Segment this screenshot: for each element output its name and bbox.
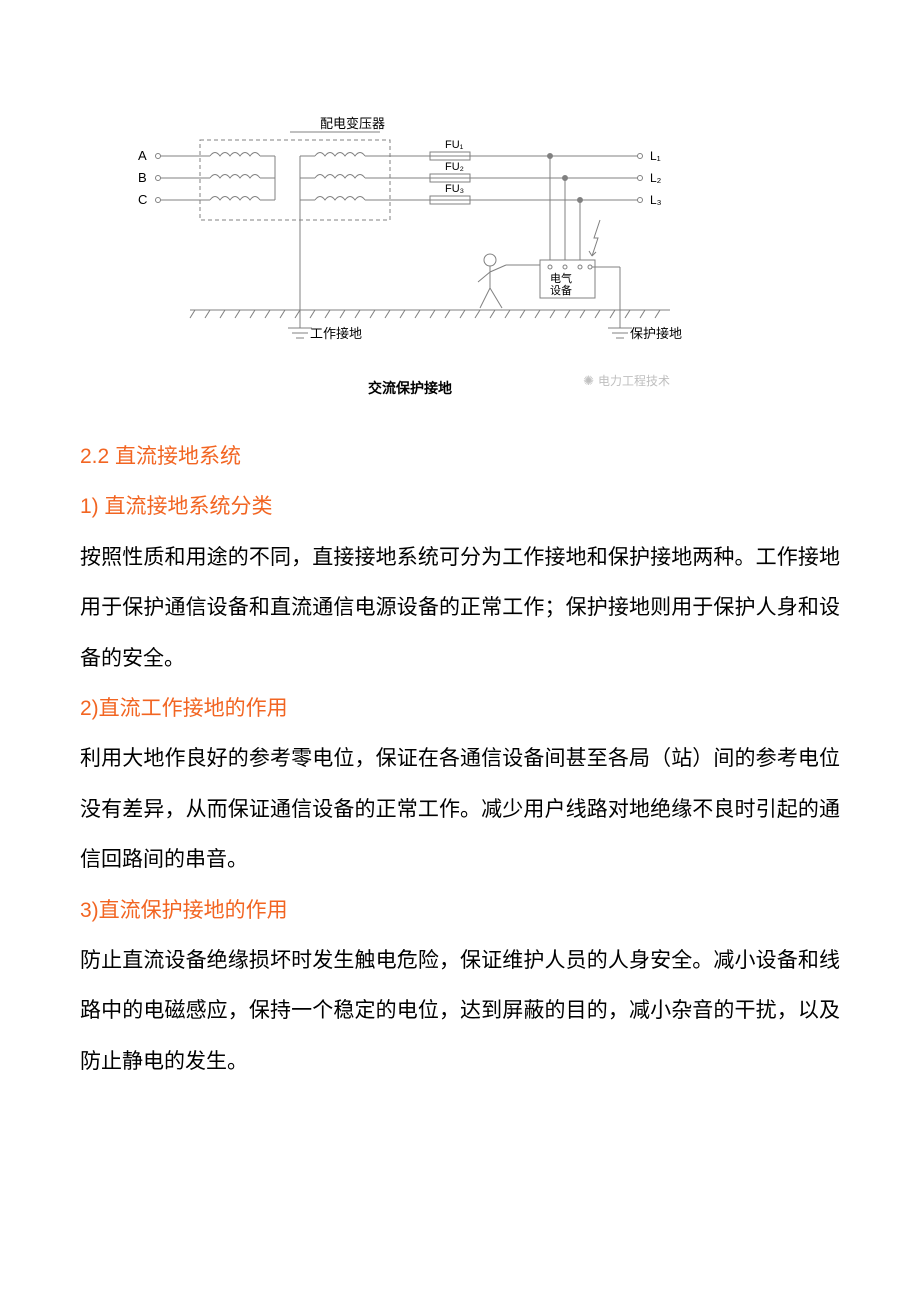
wechat-icon: ✺ [583,373,594,389]
circuit-svg: 配电变压器 A B C [130,110,690,370]
diagram-caption-row: 交流保护接地 ✺ 电力工程技术 [130,378,690,402]
fuse-1-label: FU₁ [445,139,464,151]
terminal-c-label: C [138,192,147,207]
terminal-l2-label: L₂ [650,171,662,185]
circuit-diagram: 配电变压器 A B C [130,110,690,402]
document-page: 配电变压器 A B C [0,0,920,1167]
subsection-3-body: 防止直流设备绝缘损坏时发生触电危险，保证维护人员的人身安全。减小设备和线路中的电… [80,936,840,1087]
person-icon [478,254,540,308]
device-box-line1: 电气 [550,271,572,285]
terminal-b-label: B [138,170,147,185]
terminal-a-label: A [138,148,147,163]
terminal-l1-label: L₁ [650,149,661,163]
watermark: ✺ 电力工程技术 [583,372,670,389]
subsection-1-body: 按照性质和用途的不同，直接接地系统可分为工作接地和保护接地两种。工作接地用于保护… [80,533,840,684]
transformer-title: 配电变压器 [320,116,385,131]
fuse-3-label: FU₃ [445,183,464,195]
subsection-2-heading: 2)直流工作接地的作用 [80,684,840,734]
protective-earth-label: 保护接地 [630,326,682,341]
subsection-2-body: 利用大地作良好的参考零电位，保证在各通信设备间甚至各局（站）间的参考电位没有差异… [80,734,840,885]
protective-earth-icon [608,310,632,338]
working-earth-label: 工作接地 [310,326,362,341]
section-2-2-heading: 2.2 直流接地系统 [80,432,840,482]
fuse-2-label: FU₂ [445,161,464,173]
watermark-text: 电力工程技术 [598,372,670,389]
working-earth-icon [288,310,312,338]
device-box-line2: 设备 [550,283,572,297]
terminal-l3-label: L₃ [650,193,662,207]
diagram-caption: 交流保护接地 [368,380,452,396]
subsection-3-heading: 3)直流保护接地的作用 [80,886,840,936]
subsection-1-heading: 1) 直流接地系统分类 [80,482,840,532]
